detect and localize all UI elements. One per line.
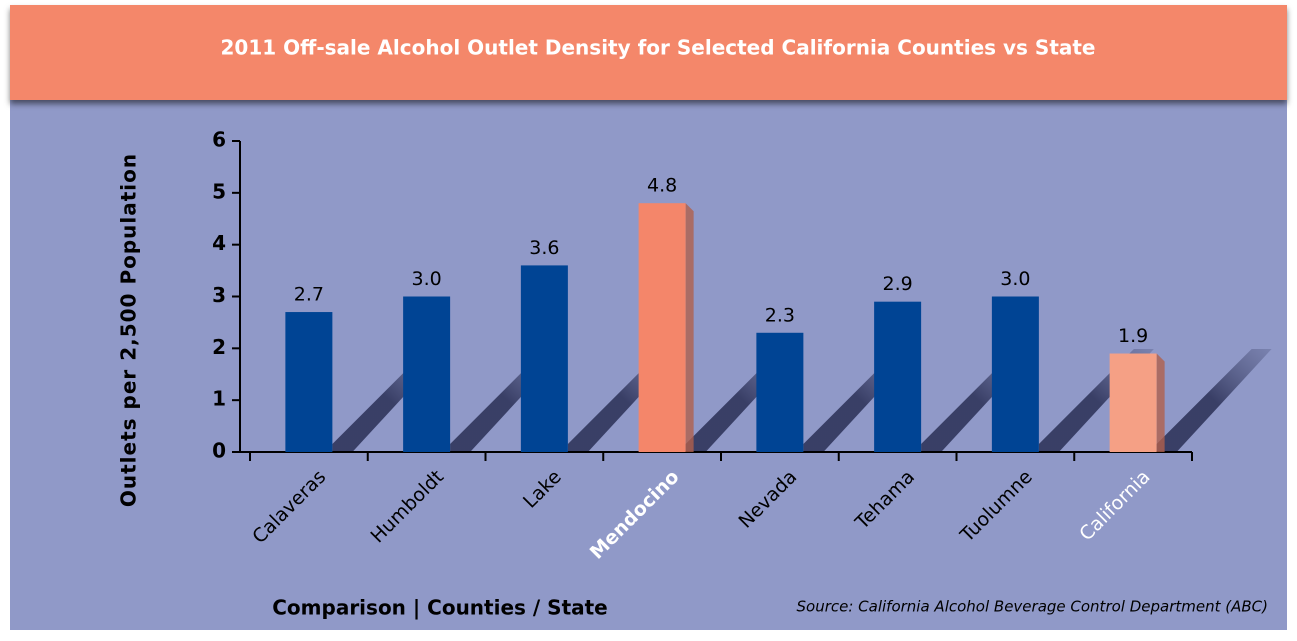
value-label: 2.3 [765,304,795,326]
source-note: Source: California Alcohol Beverage Cont… [797,598,1269,616]
bar [285,312,333,452]
value-label: 4.8 [647,175,677,197]
y-tick-label: 6 [212,128,226,152]
bar-side [685,203,694,452]
bar [403,296,451,452]
value-label: 1.9 [1118,325,1148,347]
value-label: 2.9 [883,273,913,295]
bar-shadow [1156,349,1272,452]
header-band [10,5,1287,100]
bar [520,265,568,452]
chart-title: 2011 Off-sale Alcohol Outlet Density for… [221,36,1096,60]
value-label: 3.0 [412,268,442,290]
bar [991,296,1039,452]
value-label: 2.7 [294,284,324,306]
y-tick-label: 2 [212,335,226,359]
value-label: 3.6 [529,237,559,259]
value-label: 3.0 [1000,268,1030,290]
y-tick-label: 3 [212,283,226,307]
bar [1109,353,1157,452]
bar [756,332,804,452]
bar [874,301,922,452]
bar [638,203,686,452]
y-tick-label: 1 [212,387,226,411]
y-axis-title: Outlets per 2,500 Population [117,153,141,507]
x-axis-title: Comparison | Counties / State [272,596,608,620]
y-tick-label: 4 [212,231,226,255]
bar-side [1156,353,1165,452]
y-tick-label: 0 [212,439,226,463]
y-tick-label: 5 [212,179,226,203]
